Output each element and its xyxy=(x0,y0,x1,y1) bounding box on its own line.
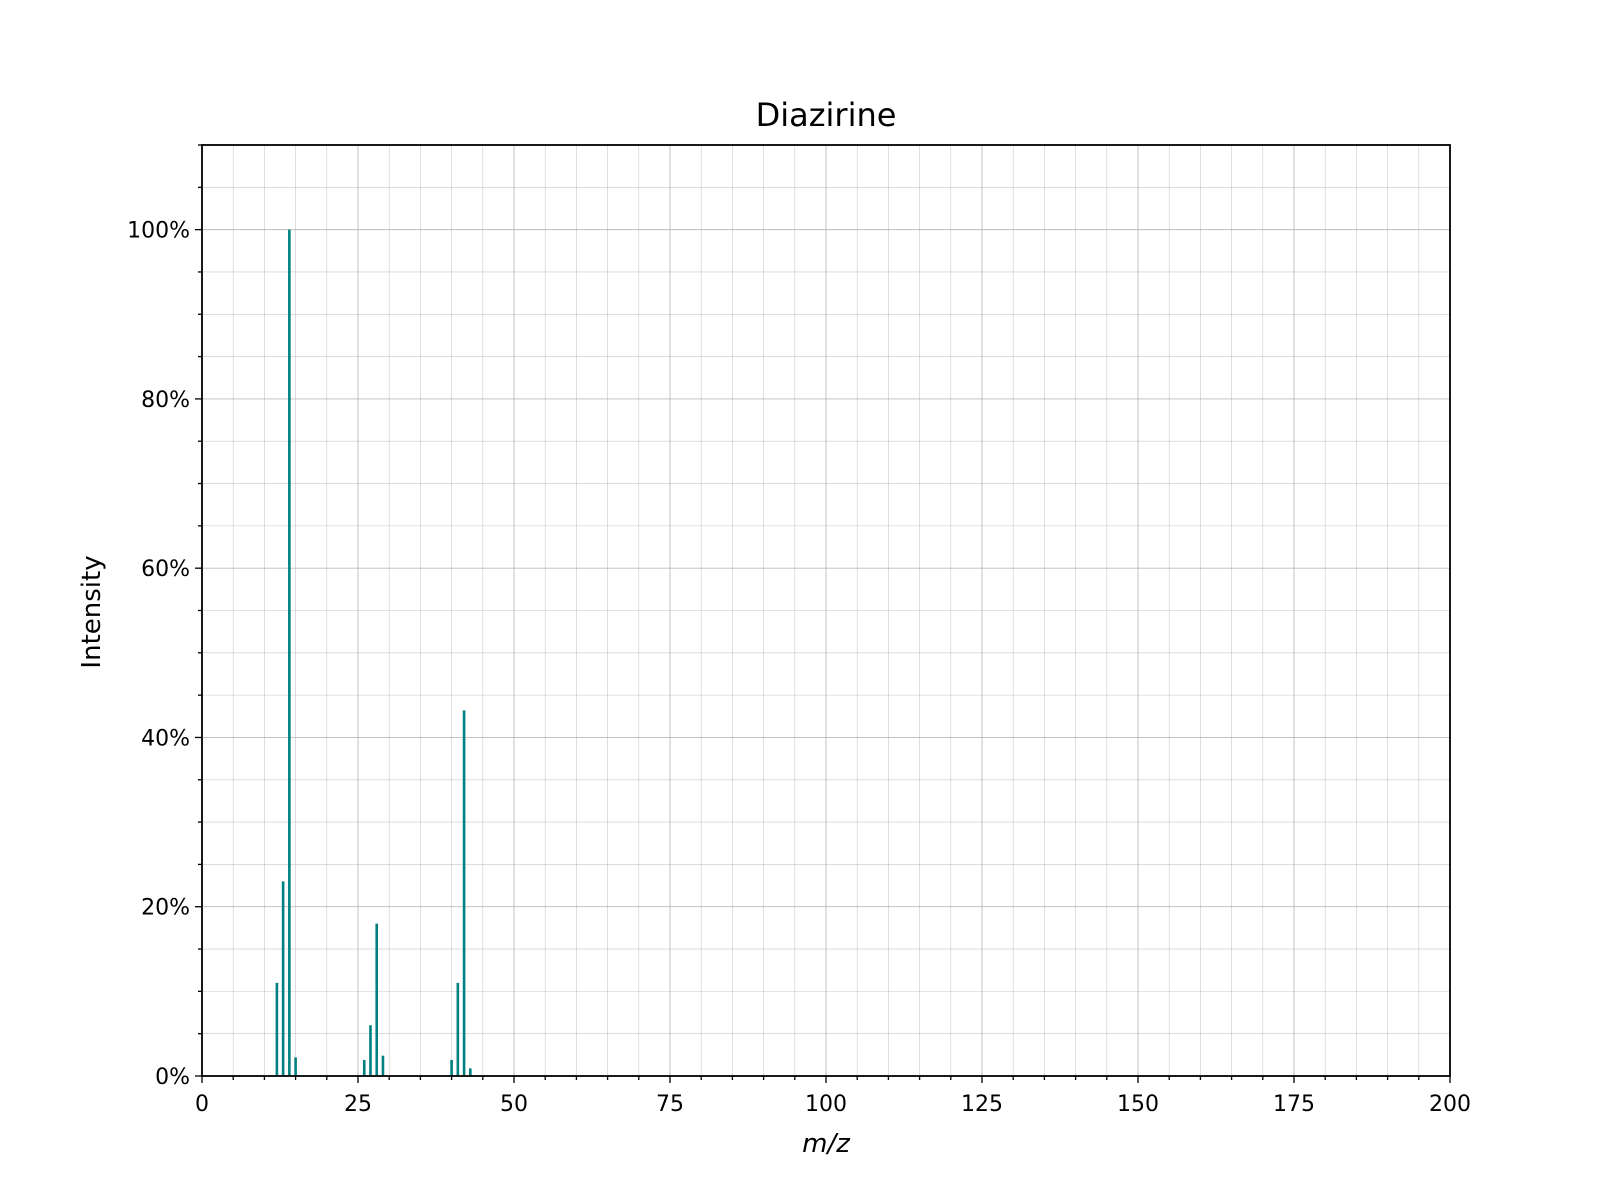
spectrum-peaks xyxy=(275,229,472,1076)
y-tick-label: 80% xyxy=(141,388,190,413)
x-tick-label: 50 xyxy=(500,1092,528,1117)
x-axis-label: m/z xyxy=(802,1129,851,1159)
x-tick-label: 0 xyxy=(195,1092,209,1117)
y-tick-label: 100% xyxy=(127,219,190,244)
y-tick-label: 20% xyxy=(141,896,190,921)
x-tick-label: 200 xyxy=(1429,1092,1471,1117)
y-axis-label: Intensity xyxy=(77,555,107,668)
x-tick-label: 150 xyxy=(1117,1092,1159,1117)
grid xyxy=(201,144,1451,1077)
y-tick-label: 60% xyxy=(141,557,190,582)
axis-ticks: 0 25 50 75 100 125 150 175 200 0% 20% 40% 60% 80% 100% xyxy=(127,144,1471,1117)
x-tick-label: 125 xyxy=(961,1092,1003,1117)
chart-title: Diazirine xyxy=(756,96,897,134)
y-tick-label: 0% xyxy=(155,1065,190,1090)
x-tick-label: 75 xyxy=(656,1092,684,1117)
y-tick-label: 40% xyxy=(141,726,190,751)
x-tick-label: 175 xyxy=(1273,1092,1315,1117)
x-tick-label: 25 xyxy=(344,1092,372,1117)
x-tick-label: 100 xyxy=(805,1092,847,1117)
